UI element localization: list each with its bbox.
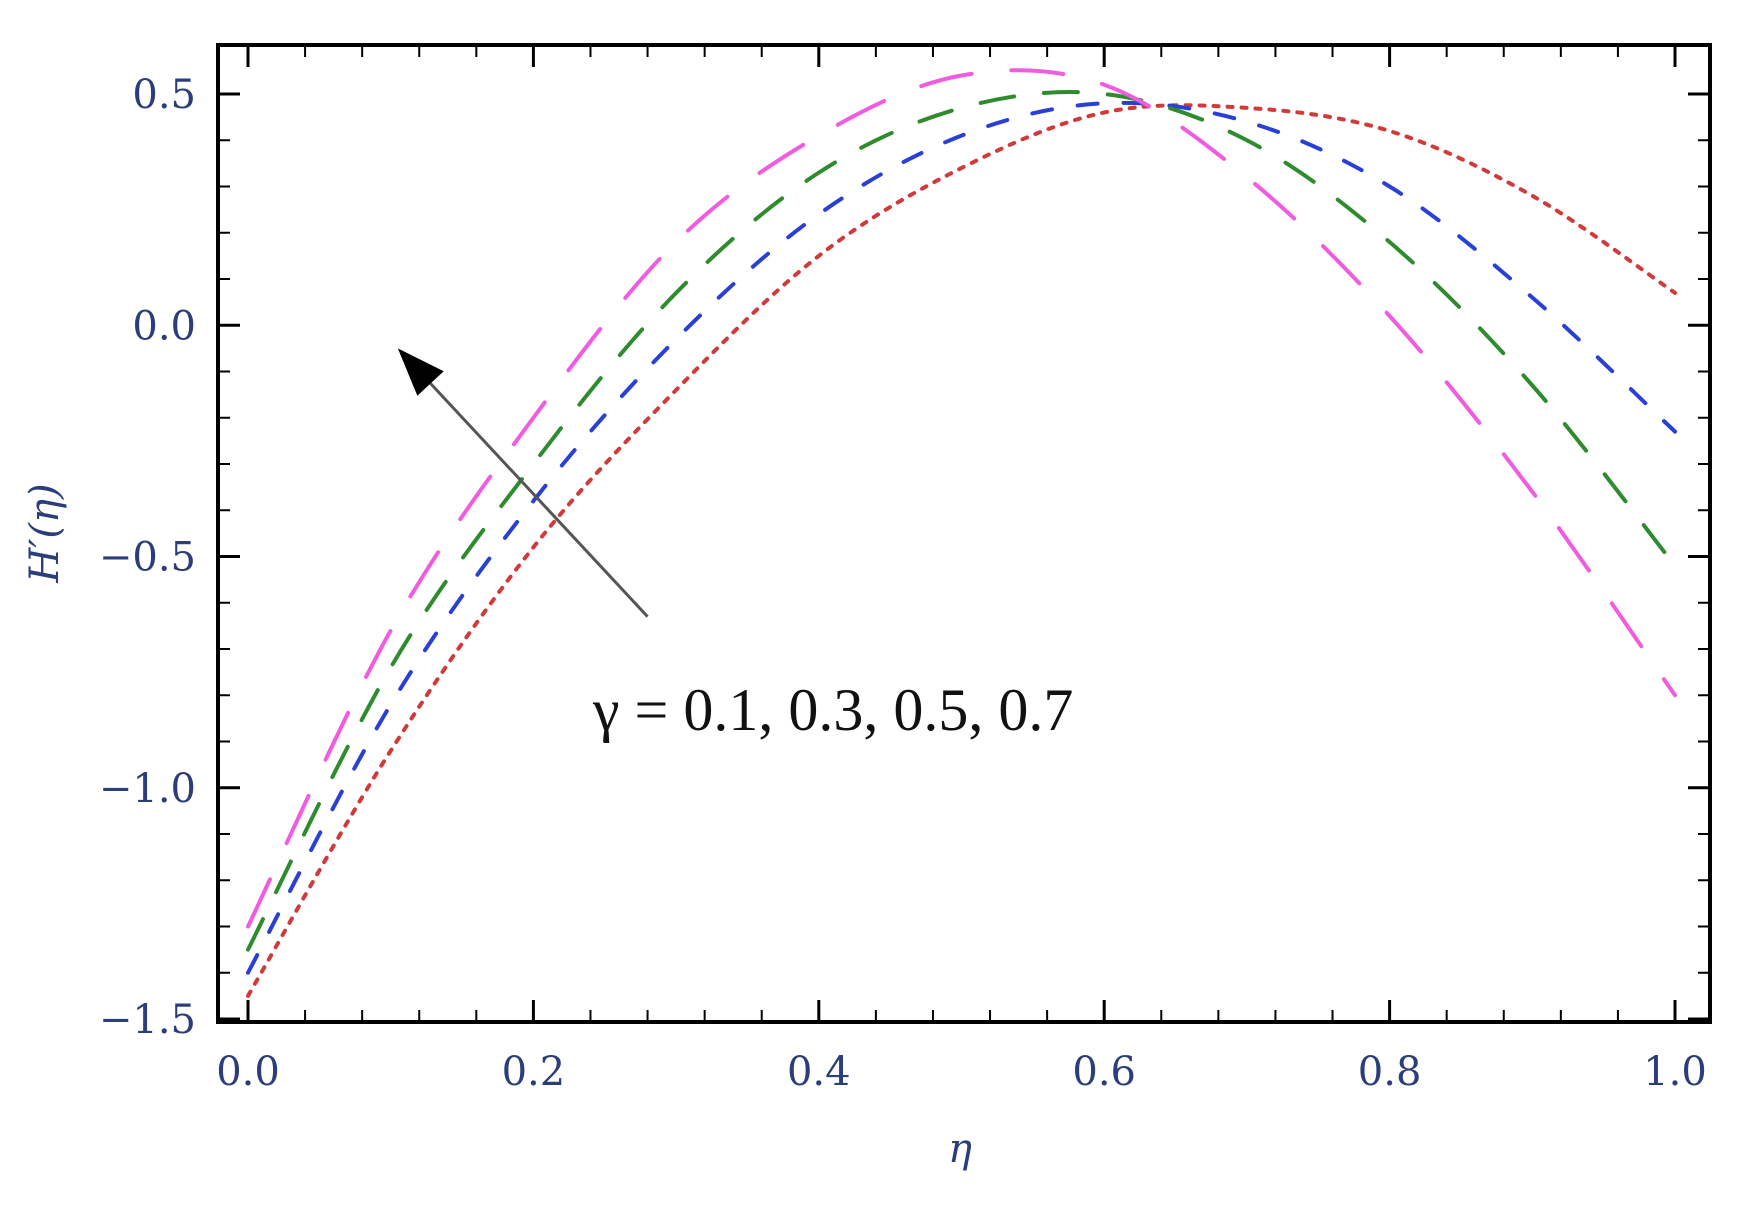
series-line-3 [246,90,1677,952]
x-tick-label: 0.8 [1358,1049,1422,1095]
series-line-2 [246,100,1677,975]
y-tick-label: −1.0 [99,766,196,812]
y-tick-label: 0.5 [132,72,196,118]
x-tick-label: 1.0 [1643,1049,1707,1095]
series-line-1 [246,103,1677,998]
plot-frame [216,43,1712,1024]
x-tick-label: 0.4 [787,1049,851,1095]
annotation-arrow-shaft [429,382,649,618]
series-line-4 [246,68,1677,929]
y-axis-label: H′(η) [22,483,68,583]
annotation-arrow-head [397,348,444,396]
y-tick-label: 0.0 [132,303,196,349]
series-layer [246,68,1677,998]
x-tick-label: 0.6 [1072,1049,1136,1095]
x-tick-label: 0.2 [502,1049,566,1095]
annotation-text: γ = 0.1, 0.3, 0.5, 0.7 [592,677,1073,743]
x-tick-label: 0.0 [216,1049,280,1095]
y-tick-label: −0.5 [99,535,196,581]
x-axis-label: η [948,1126,972,1172]
y-tick-label: −1.5 [99,997,196,1043]
ticks [218,45,1710,1022]
annotation: γ = 0.1, 0.3, 0.5, 0.7 [397,348,1073,743]
tick-labels: 0.0 0.2 0.4 0.6 0.8 1.0 −1.5 −1.0 −0.5 0.0 0.5 [99,72,1707,1095]
